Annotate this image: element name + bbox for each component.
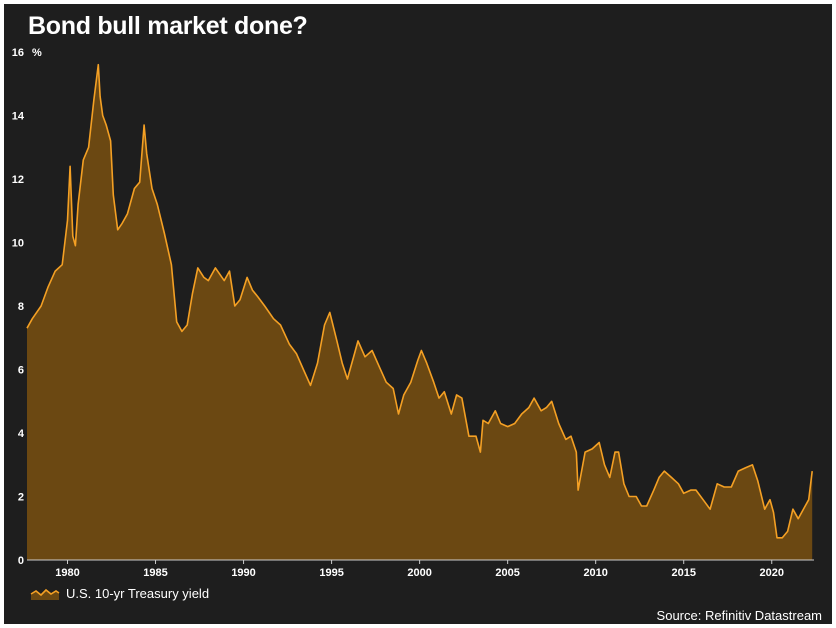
x-tick-label: 2020 xyxy=(760,567,784,579)
y-axis-unit: % xyxy=(32,47,42,59)
x-tick-label: 1985 xyxy=(143,567,167,579)
area-layer xyxy=(26,63,813,560)
y-tick-label: 0 xyxy=(18,555,24,567)
y-tick-label: 10 xyxy=(12,238,24,250)
x-tick-label: 2005 xyxy=(495,567,519,579)
y-tick-label: 12 xyxy=(12,174,24,186)
chart-svg: 0 2 4 6 8 10 12 14 16 % 1980 1985 1990 1995 2000 2005 20… xyxy=(12,47,814,579)
series-line xyxy=(26,63,813,539)
series-area-fill xyxy=(27,64,813,560)
y-tick-label: 4 xyxy=(18,428,25,440)
legend: U.S. 10-yr Treasury yield xyxy=(30,586,209,601)
x-tick-label: 2010 xyxy=(583,567,607,579)
x-tick-label: 2015 xyxy=(671,567,695,579)
x-tick-label: 1990 xyxy=(231,567,255,579)
legend-label: U.S. 10-yr Treasury yield xyxy=(66,586,210,601)
chart-title: Bond bull market done? xyxy=(28,12,308,40)
source-note: Source: Refinitiv Datastream xyxy=(656,608,822,623)
y-tick-label: 16 xyxy=(12,47,24,59)
x-tick-label: 1995 xyxy=(319,567,343,579)
y-tick-label: 8 xyxy=(18,301,24,313)
axis-layer: 0 2 4 6 8 10 12 14 16 % 1980 1985 1990 1995 2000 2005 20… xyxy=(12,47,814,579)
x-tick-label: 2000 xyxy=(407,567,431,579)
x-tick-label: 1980 xyxy=(55,567,79,579)
legend-area-icon xyxy=(30,588,60,600)
chart-frame: Bond bull market done? 0 2 4 6 8 10 12 14 16% 198… xyxy=(4,4,832,624)
y-tick-label: 14 xyxy=(12,111,25,123)
y-tick-label: 2 xyxy=(18,492,24,504)
y-tick-label: 6 xyxy=(18,365,24,377)
